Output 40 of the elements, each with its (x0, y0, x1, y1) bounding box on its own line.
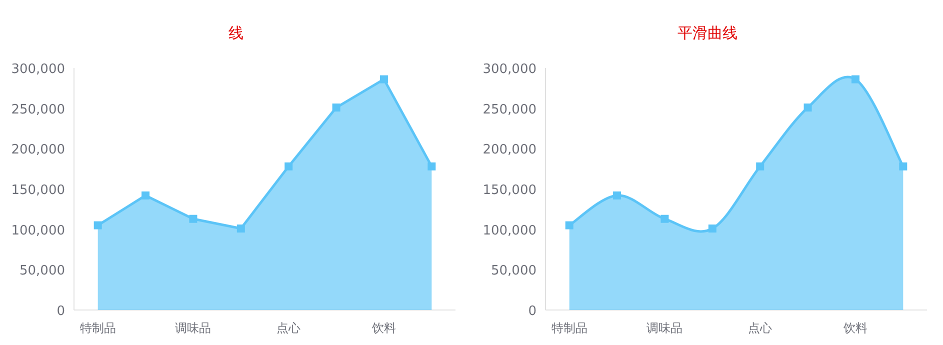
x-tick-label: 调味品 (175, 321, 212, 335)
x-tick-label: 调味品 (646, 321, 683, 335)
y-tick-label: 250,000 (482, 102, 536, 118)
x-tick-label: 饮料 (842, 321, 868, 335)
y-tick-label: 300,000 (11, 62, 65, 77)
point (284, 162, 293, 170)
y-tick-label: 200,000 (11, 142, 65, 158)
point (428, 162, 436, 170)
point (380, 75, 388, 84)
y-tick-label: 250,000 (11, 102, 65, 118)
y-tick-label: 50,000 (491, 264, 536, 279)
x-tick-label: 饮料 (370, 321, 396, 335)
x-tick-label: 特制品 (80, 321, 116, 335)
point (756, 162, 764, 170)
point (899, 162, 908, 170)
y-tick-label: 0 (528, 304, 536, 319)
y-tick-label: 300,000 (482, 62, 536, 77)
point (851, 75, 860, 84)
chart-title: 线 (228, 24, 244, 42)
point (660, 214, 669, 223)
x-tick-label: 特制品 (551, 321, 588, 335)
point (189, 214, 198, 223)
point (708, 224, 716, 233)
y-tick-label: 0 (56, 304, 65, 319)
point (94, 221, 102, 230)
x-tick-label: 点心 (276, 321, 301, 335)
point (804, 104, 812, 112)
y-tick-label: 100,000 (482, 223, 536, 238)
point (236, 224, 245, 233)
y-tick-label: 200,000 (482, 142, 536, 158)
y-tick-label: 100,000 (11, 223, 65, 238)
y-tick-label: 150,000 (11, 183, 65, 198)
chart-title: 平滑曲线 (677, 24, 738, 42)
point (332, 104, 340, 112)
point (142, 191, 150, 200)
y-tick-label: 50,000 (20, 264, 65, 279)
y-tick-label: 150,000 (482, 183, 536, 198)
x-tick-label: 点心 (748, 321, 772, 335)
point (613, 191, 622, 200)
point (565, 221, 574, 230)
